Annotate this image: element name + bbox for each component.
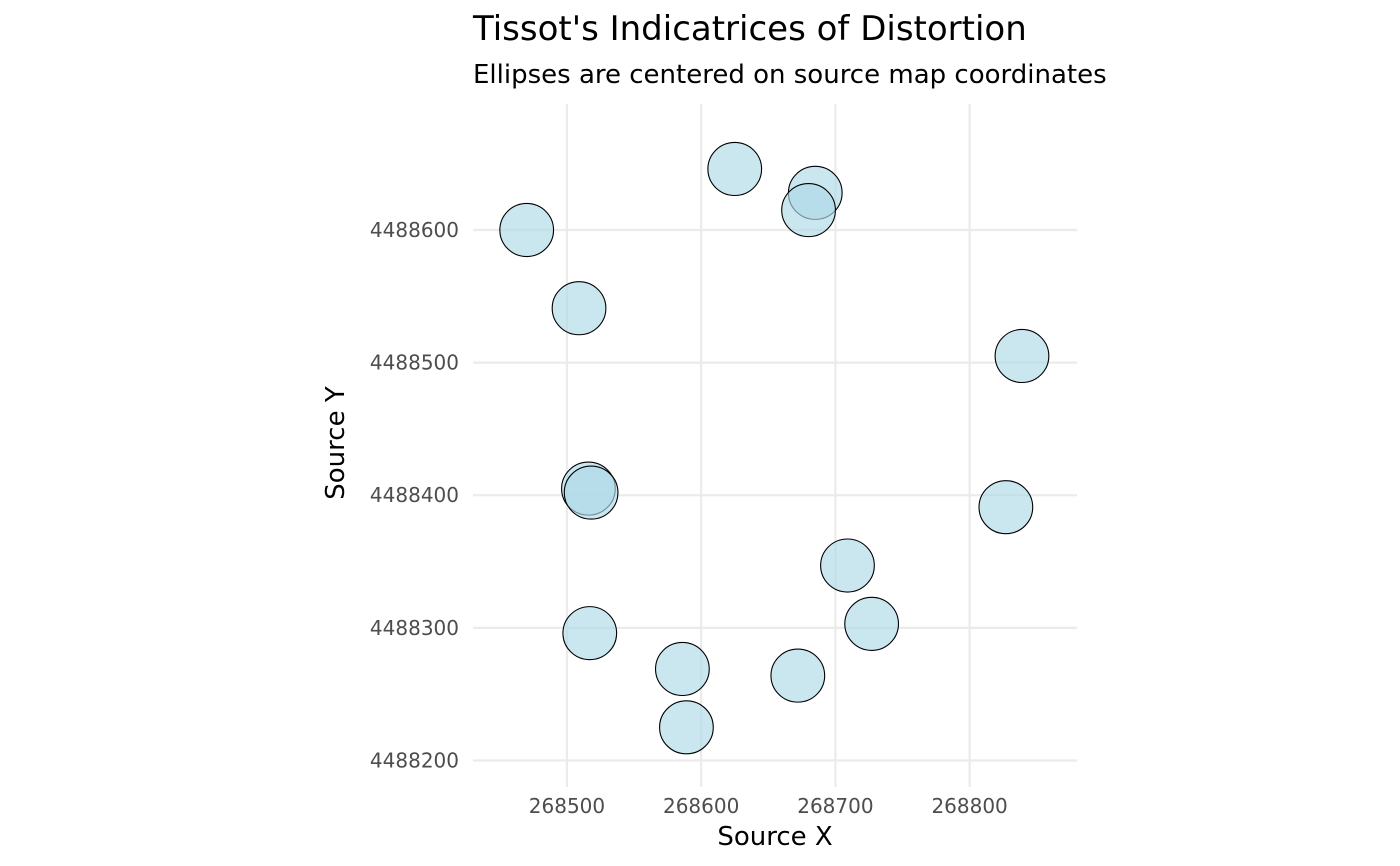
tissot-ellipse: [978, 480, 1034, 535]
y-tick-label: 4488400: [370, 483, 459, 507]
y-tick-label: 4488200: [370, 748, 459, 772]
tissot-ellipse: [994, 328, 1050, 384]
x-axis-title: Source X: [717, 822, 832, 852]
tissot-ellipse: [820, 538, 875, 593]
y-tick-label: 4488600: [370, 218, 459, 242]
x-tick-label: 268800: [931, 794, 1007, 818]
tissot-ellipse: [499, 202, 555, 258]
y-axis-title: Source Y: [321, 386, 351, 500]
tissot-ellipse: [654, 641, 710, 697]
tissot-ellipse: [563, 465, 619, 520]
x-tick-label: 268700: [797, 794, 873, 818]
tissot-ellipse: [844, 596, 900, 651]
chart-title: Tissot's Indicatrices of Distortion: [472, 9, 1027, 49]
x-tick-label: 268500: [529, 794, 605, 818]
tissot-ellipse: [770, 648, 826, 703]
tissot-ellipse: [659, 700, 714, 755]
tissot-ellipse: [707, 141, 763, 197]
tissot-ellipse: [562, 606, 618, 661]
chart-subtitle: Ellipses are centered on source map coor…: [473, 60, 1107, 90]
tissot-ellipse: [551, 281, 607, 336]
ellipse-layer: [499, 141, 1050, 755]
tissot-ellipse: [781, 183, 836, 238]
x-tick-label: 268600: [663, 794, 739, 818]
x-tick-labels: 268500 268600 268700 268800: [529, 794, 1008, 818]
y-tick-label: 4488300: [370, 616, 459, 640]
y-tick-label: 4488500: [370, 351, 459, 375]
y-tick-labels: 4488200 4488300 4488400 4488500 4488600: [370, 218, 459, 772]
